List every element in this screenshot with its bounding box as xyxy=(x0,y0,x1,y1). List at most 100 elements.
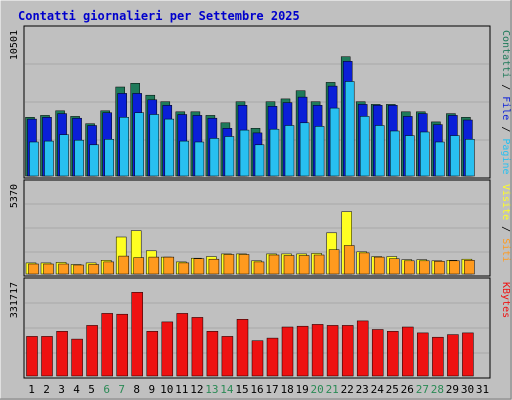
bar-visits-siti xyxy=(464,260,475,275)
x-tick-label: 3 xyxy=(58,383,65,396)
x-tick-label: 31 xyxy=(476,383,489,396)
bar-kbytes-kbytes xyxy=(176,313,189,377)
bar-kbytes-kbytes xyxy=(387,331,399,377)
ymax-label-visits: 5370 xyxy=(9,184,20,208)
bar-kbytes-kbytes xyxy=(116,313,128,377)
x-tick-label: 2 xyxy=(43,383,50,396)
panel-kbytes: 331717 KBytes xyxy=(9,277,511,379)
x-tick-label: 17 xyxy=(265,383,278,396)
bar-visits-siti xyxy=(238,254,250,275)
bar-hits-pagine xyxy=(179,140,190,177)
bar-visits-siti xyxy=(163,256,175,275)
panel-visits: 5370 Visite / Siti xyxy=(9,179,511,277)
bar-visits-siti xyxy=(28,263,39,275)
bar-hits-pagine xyxy=(344,81,355,177)
legend-item: Pagine xyxy=(500,138,511,174)
bar-visits-siti xyxy=(58,263,69,275)
bar-visits-siti xyxy=(283,255,295,275)
legend-item: Siti xyxy=(500,238,511,262)
bar-hits-pagine xyxy=(299,122,310,177)
bar-visits-siti xyxy=(268,254,280,275)
bar-kbytes-kbytes xyxy=(266,337,279,377)
bar-kbytes-kbytes xyxy=(251,340,264,377)
x-tick-label: 19 xyxy=(295,383,308,396)
x-tick-label: 30 xyxy=(461,383,474,396)
bar-kbytes-kbytes xyxy=(206,331,219,377)
bar-hits-pagine xyxy=(149,114,160,177)
legend-item: KBytes xyxy=(500,282,511,318)
bar-visits-siti xyxy=(449,260,460,275)
bar-visits-siti xyxy=(118,255,129,275)
x-tick-label: 1 xyxy=(28,383,35,396)
bar-visits-siti xyxy=(434,261,445,275)
bar-kbytes-kbytes xyxy=(296,325,309,377)
bar-hits-pagine xyxy=(134,112,144,177)
bar-kbytes-kbytes xyxy=(101,313,113,377)
x-tick-label: 22 xyxy=(341,383,354,396)
bar-hits-pagine xyxy=(254,144,265,177)
legend-visits: Visite / Siti xyxy=(500,184,511,262)
bar-kbytes-kbytes xyxy=(311,324,324,377)
x-tick-label: 12 xyxy=(190,383,203,396)
bar-visits-siti xyxy=(358,252,370,275)
ymax-label-kbytes: 331717 xyxy=(9,282,20,318)
bar-visits-siti xyxy=(419,260,430,275)
bar-kbytes-kbytes xyxy=(281,326,294,377)
bar-hits-pagine xyxy=(284,125,295,177)
bar-hits-pagine xyxy=(119,117,129,177)
bar-visits-siti xyxy=(148,256,160,275)
x-tick-label: 23 xyxy=(356,383,369,396)
bar-hits-pagine xyxy=(29,141,39,177)
bar-kbytes-kbytes xyxy=(146,331,159,377)
bar-kbytes-kbytes xyxy=(161,321,174,377)
bar-hits-pagine xyxy=(390,130,400,177)
bar-visits-siti xyxy=(193,258,205,275)
x-tick-label: 4 xyxy=(73,383,80,396)
x-tick-label: 27 xyxy=(416,383,429,396)
bar-kbytes-kbytes xyxy=(191,317,204,377)
x-tick-label: 24 xyxy=(371,383,385,396)
bar-kbytes-kbytes xyxy=(26,336,38,377)
bar-hits-pagine xyxy=(314,126,325,177)
bar-kbytes-kbytes xyxy=(131,292,143,377)
bar-hits-pagine xyxy=(269,128,280,177)
x-tick-label: 5 xyxy=(88,383,95,396)
bar-kbytes-kbytes xyxy=(356,320,369,377)
bar-hits-pagine xyxy=(104,139,114,177)
bar-hits-pagine xyxy=(405,135,415,177)
legend-item: Visite xyxy=(500,184,511,220)
x-tick-label: 7 xyxy=(118,383,125,396)
chart-title: Contatti giornalieri per Settembre 2025 xyxy=(18,9,300,23)
bar-hits-pagine xyxy=(374,125,385,177)
bar-visits-siti xyxy=(404,260,415,275)
legend-hits: Contatti / File / Pagine xyxy=(500,30,511,175)
bar-hits-pagine xyxy=(44,140,54,177)
bar-visits-siti xyxy=(133,257,144,275)
bar-hits-pagine xyxy=(450,135,460,177)
bar-visits-siti xyxy=(389,258,400,275)
x-tick-label: 20 xyxy=(310,383,323,396)
bar-visits-siti xyxy=(88,264,99,275)
x-tick-label: 28 xyxy=(431,383,444,396)
bar-kbytes-kbytes xyxy=(462,332,474,377)
bar-kbytes-kbytes xyxy=(41,336,53,377)
bar-visits-siti xyxy=(178,262,190,275)
legend-kbytes: KBytes xyxy=(500,282,511,318)
bar-hits-pagine xyxy=(224,136,235,177)
bar-hits-pagine xyxy=(329,107,340,177)
bar-hits-pagine xyxy=(239,129,250,177)
bar-hits-pagine xyxy=(435,141,445,177)
legend-item: File xyxy=(500,96,511,120)
x-tick-label: 14 xyxy=(220,383,234,396)
bar-visits-siti xyxy=(373,256,385,275)
x-tick-label: 26 xyxy=(401,383,414,396)
bar-visits-siti xyxy=(223,254,235,275)
ymax-label-hits: 10501 xyxy=(9,30,20,60)
bar-hits-pagine xyxy=(209,138,220,177)
bar-hits-pagine xyxy=(359,116,370,177)
bar-kbytes-kbytes xyxy=(56,331,68,377)
bar-visits-siti xyxy=(208,258,220,275)
bar-visits-siti xyxy=(43,263,54,275)
bar-kbytes-kbytes xyxy=(221,336,234,377)
